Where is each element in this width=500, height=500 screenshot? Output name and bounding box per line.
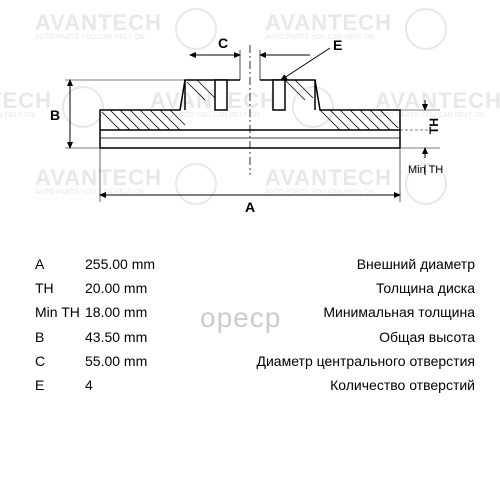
spec-label: Общая высота bbox=[175, 328, 475, 346]
spec-code: E bbox=[35, 376, 85, 394]
spec-label: Толщина диска bbox=[175, 279, 475, 297]
spec-value: 55.00 mm bbox=[85, 352, 175, 370]
spec-code: TH bbox=[35, 279, 85, 297]
spec-row: TH 20.00 mm Толщина диска bbox=[35, 279, 475, 297]
spec-row: Min TH 18.00 mm Минимальная толщина bbox=[35, 303, 475, 321]
spec-value: 43.50 mm bbox=[85, 328, 175, 346]
dim-e-label: E bbox=[333, 37, 342, 53]
spec-label: Количество отверстий bbox=[175, 376, 475, 394]
spec-value: 255.00 mm bbox=[85, 255, 175, 273]
dim-minth-label: Min TH bbox=[408, 164, 443, 176]
specs-table: A 255.00 mm Внешний диаметр TH 20.00 mm … bbox=[35, 255, 475, 400]
spec-row: E 4 Количество отверстий bbox=[35, 376, 475, 394]
spec-row: B 43.50 mm Общая высота bbox=[35, 328, 475, 346]
spec-code: B bbox=[35, 328, 85, 346]
spec-label: Диаметр центрального отверстия bbox=[175, 352, 475, 370]
spec-label: Минимальная толщина bbox=[175, 303, 475, 321]
spec-code: C bbox=[35, 352, 85, 370]
dim-th-label: TH bbox=[427, 118, 441, 134]
dim-c-label: C bbox=[218, 35, 228, 51]
spec-row: A 255.00 mm Внешний диаметр bbox=[35, 255, 475, 273]
dim-a-label: A bbox=[245, 199, 255, 215]
spec-code: Min TH bbox=[35, 303, 85, 321]
spec-code: A bbox=[35, 255, 85, 273]
spec-value: 4 bbox=[85, 376, 175, 394]
spec-row: C 55.00 mm Диаметр центрального отверсти… bbox=[35, 352, 475, 370]
spec-label: Внешний диаметр bbox=[175, 255, 475, 273]
spec-value: 18.00 mm bbox=[85, 303, 175, 321]
brake-disc-diagram: C E B TH Min TH A bbox=[40, 30, 460, 230]
dim-b-label: B bbox=[50, 107, 60, 123]
spec-value: 20.00 mm bbox=[85, 279, 175, 297]
